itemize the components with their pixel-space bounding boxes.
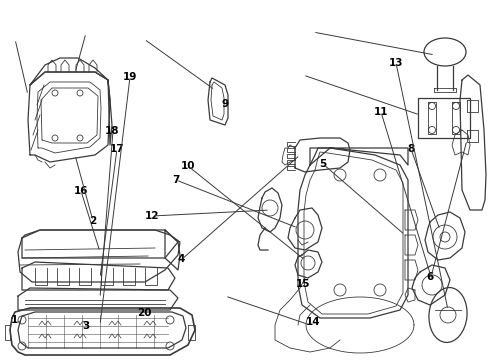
Text: 15: 15 (295, 279, 310, 289)
Text: 20: 20 (137, 308, 151, 318)
Text: 10: 10 (181, 161, 195, 171)
Text: 9: 9 (221, 99, 228, 109)
Text: 18: 18 (105, 126, 120, 136)
Text: 7: 7 (172, 175, 180, 185)
Text: 14: 14 (305, 317, 320, 327)
Text: 12: 12 (144, 211, 159, 221)
Text: 6: 6 (426, 272, 433, 282)
Text: 2: 2 (89, 216, 96, 226)
Text: 8: 8 (407, 144, 413, 154)
Text: 19: 19 (122, 72, 137, 82)
Text: 13: 13 (388, 58, 403, 68)
Text: 5: 5 (319, 159, 325, 169)
Text: 11: 11 (373, 107, 388, 117)
Text: 16: 16 (73, 186, 88, 196)
Text: 17: 17 (110, 144, 124, 154)
Text: 4: 4 (177, 254, 184, 264)
Text: 1: 1 (11, 315, 18, 325)
Text: 3: 3 (82, 321, 89, 331)
